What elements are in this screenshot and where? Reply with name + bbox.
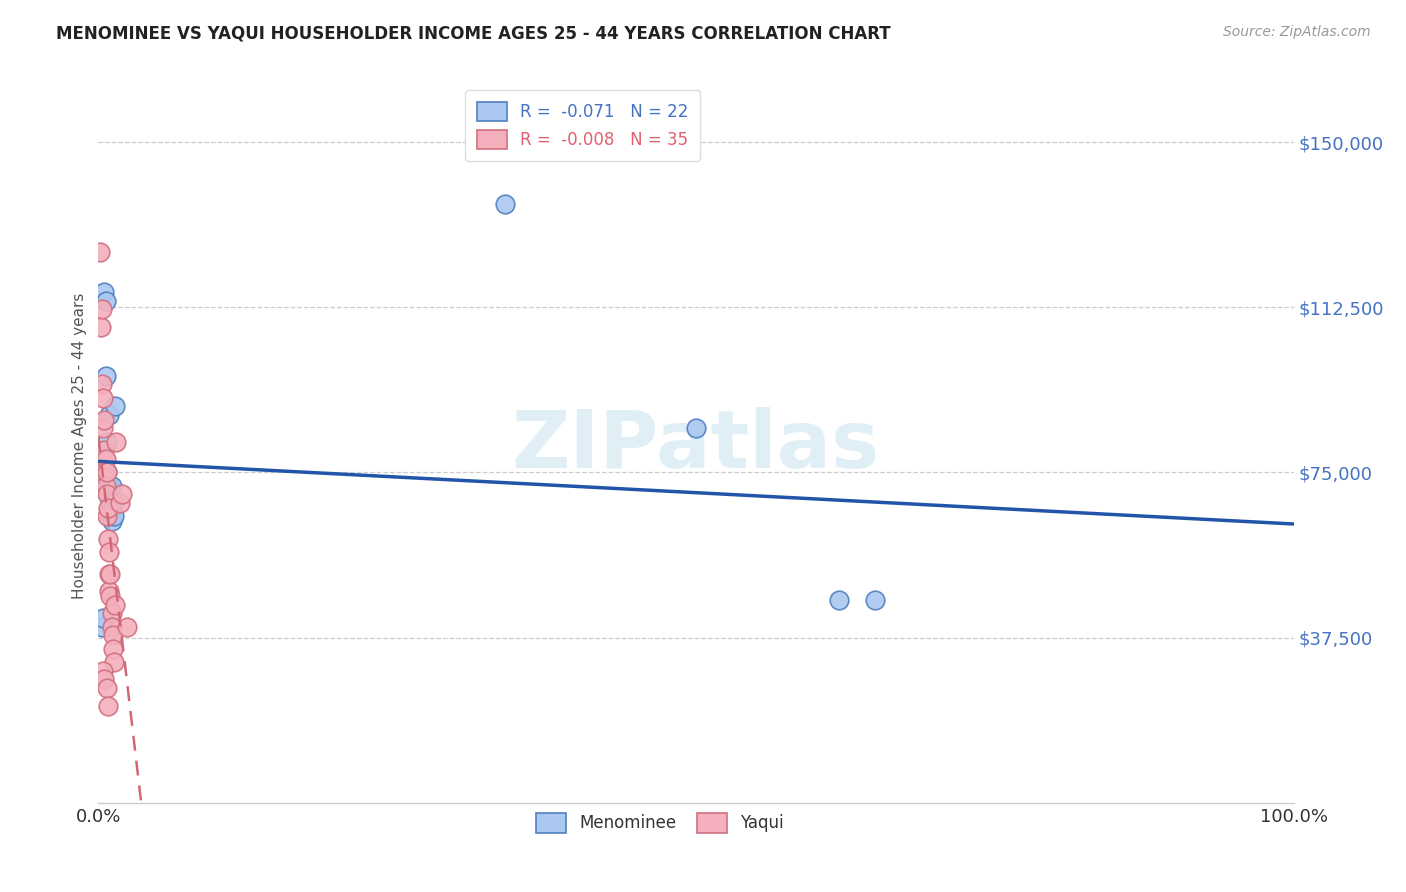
Point xyxy=(104,598,127,612)
Point xyxy=(98,566,122,581)
Point xyxy=(100,619,122,633)
Point xyxy=(94,452,117,467)
Point xyxy=(104,400,127,414)
Point xyxy=(98,509,122,524)
Y-axis label: Householder Income Ages 25 - 44 years: Householder Income Ages 25 - 44 years xyxy=(72,293,87,599)
Point xyxy=(828,593,851,607)
Point xyxy=(98,566,121,581)
Point xyxy=(90,320,112,334)
Point xyxy=(685,421,707,435)
Point xyxy=(100,478,122,492)
Point xyxy=(97,698,120,713)
Point xyxy=(89,245,111,260)
Point xyxy=(97,478,120,492)
Point xyxy=(98,478,121,492)
Point xyxy=(98,545,121,559)
Text: ZIPatlas: ZIPatlas xyxy=(512,407,880,485)
Point xyxy=(108,496,131,510)
Point xyxy=(96,466,118,480)
Point xyxy=(91,619,114,633)
Point xyxy=(100,514,122,528)
Point xyxy=(97,532,120,546)
Point xyxy=(91,611,114,625)
Point xyxy=(865,593,887,607)
Point xyxy=(96,509,118,524)
Legend: Menominee, Yaqui: Menominee, Yaqui xyxy=(529,805,792,841)
Point xyxy=(101,496,124,510)
Point xyxy=(96,466,118,480)
Point xyxy=(98,589,122,603)
Point xyxy=(98,496,122,510)
Text: MENOMINEE VS YAQUI HOUSEHOLDER INCOME AGES 25 - 44 YEARS CORRELATION CHART: MENOMINEE VS YAQUI HOUSEHOLDER INCOME AG… xyxy=(56,25,891,43)
Point xyxy=(101,641,124,656)
Point xyxy=(100,607,122,621)
Point xyxy=(93,412,115,426)
Point xyxy=(93,443,115,458)
Text: Source: ZipAtlas.com: Source: ZipAtlas.com xyxy=(1223,25,1371,39)
Point xyxy=(93,673,115,687)
Point xyxy=(96,487,118,501)
Point xyxy=(96,681,118,696)
Point xyxy=(98,584,121,599)
Point xyxy=(103,655,125,669)
Point xyxy=(94,478,117,492)
Point xyxy=(97,500,120,515)
Point xyxy=(93,466,115,480)
Point xyxy=(96,434,118,449)
Point xyxy=(115,619,138,633)
Point xyxy=(94,293,117,308)
Point xyxy=(103,509,125,524)
Point xyxy=(93,285,115,299)
Point xyxy=(91,377,114,392)
Point xyxy=(105,434,128,449)
Point xyxy=(98,408,121,422)
Point xyxy=(111,487,134,501)
Point xyxy=(94,368,117,383)
Point xyxy=(101,628,124,642)
Point xyxy=(91,302,114,317)
Point xyxy=(97,487,120,501)
Point xyxy=(91,391,114,405)
Point xyxy=(494,196,516,211)
Point xyxy=(91,421,114,435)
Point xyxy=(91,664,114,678)
